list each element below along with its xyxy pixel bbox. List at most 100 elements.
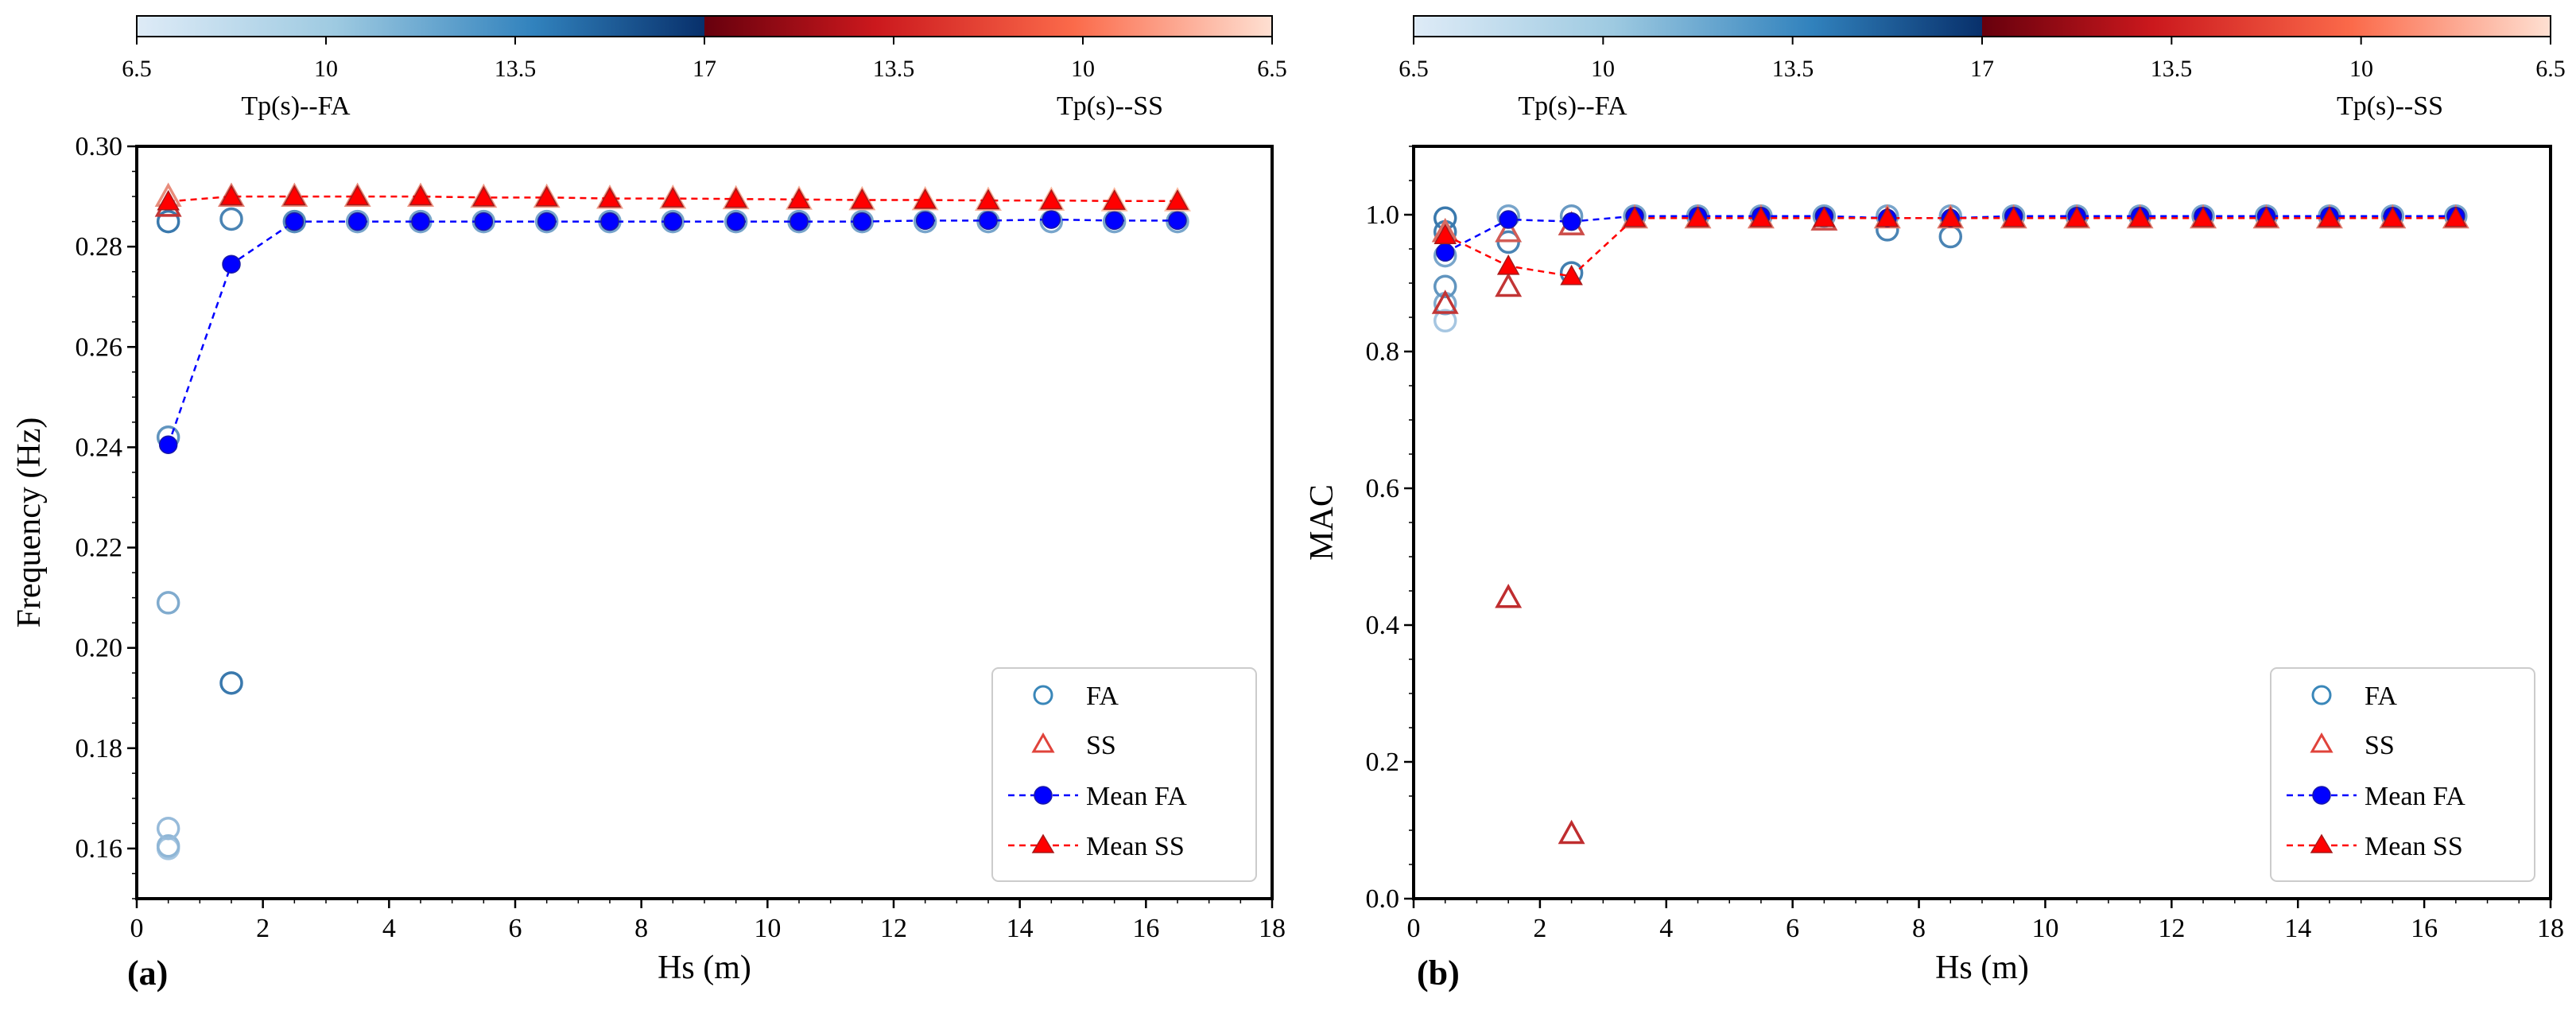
x-tick-label: 18 <box>2537 914 2564 943</box>
y-tick-label: 0.24 <box>76 433 123 462</box>
colorbar-b-tick-label: 10 <box>2349 56 2373 82</box>
colorbar-b-blue <box>1414 16 1982 37</box>
fa-point <box>345 209 370 234</box>
fa-point <box>1433 309 1457 333</box>
x-tick-label: 10 <box>2031 914 2058 943</box>
fa-point <box>282 209 307 234</box>
mean-ss-point <box>914 188 937 209</box>
fa-point <box>219 671 243 695</box>
fa-point <box>156 591 180 615</box>
y-tick-label: 0.4 <box>1366 611 1400 640</box>
colorbar-b-ticks <box>1413 37 2551 45</box>
x-tick-label: 0 <box>130 914 144 943</box>
legend-mean-ss-label: Mean SS <box>2365 832 2463 861</box>
y-tick-label: 0.28 <box>76 232 123 262</box>
mean-ss-point <box>1939 206 1962 227</box>
mean-ss-point <box>1166 189 1189 210</box>
x-tick-label: 12 <box>880 914 907 943</box>
x-tick-label: 12 <box>2158 914 2185 943</box>
panel-b-plot <box>1431 204 2469 845</box>
x-tick-label: 4 <box>1659 914 1673 943</box>
y-tick-label: 0.26 <box>76 332 123 362</box>
mean-ss-point <box>787 188 811 209</box>
colorbar-a-red <box>704 16 1272 37</box>
y-tick-label: 0.30 <box>76 132 123 161</box>
colorbar-b-red <box>1982 16 2551 37</box>
mean-ss-point <box>535 185 558 207</box>
mean-fa-point <box>1168 211 1187 231</box>
mean-ss-point <box>976 188 1000 210</box>
panel-a-axis-ticks: 0 2 4 6 8 10 12 14 16 18 0.16 0.18 0.20 0.22 0.24 0.26 0… <box>76 132 1286 943</box>
mean-fa-point <box>852 212 872 231</box>
legend-mean-fa-marker <box>1034 786 1053 805</box>
legend-ss-icon <box>2310 732 2334 753</box>
legend-box <box>991 667 1257 882</box>
mean-fa-point <box>285 212 305 231</box>
legend-mean-fa-label: Mean FA <box>2365 782 2465 811</box>
mean-fa-point <box>474 212 494 231</box>
x-tick-label: 14 <box>1007 914 1034 943</box>
x-tick-label: 6 <box>509 914 522 943</box>
x-tick-label: 10 <box>754 914 781 943</box>
y-tick-label: 0.18 <box>76 734 123 763</box>
panel-a-xlabel: Hs (m) <box>658 950 751 986</box>
panel-b-legend: FA SS Mean FA Mean SS <box>2270 667 2535 882</box>
legend-ss-label: SS <box>2365 731 2395 760</box>
mean-fa-point <box>1435 243 1455 262</box>
mean-ss-point <box>2444 206 2468 227</box>
mean-fa-point <box>979 211 998 231</box>
colorbar-b-tick-label: 10 <box>1591 56 1615 82</box>
mean-fa-point <box>158 435 178 454</box>
legend-mean-fa-marker <box>2312 786 2331 805</box>
colorbar-a-tick-label: 13.5 <box>495 56 537 82</box>
mean-ss-point <box>1103 189 1126 210</box>
panel-b-ylabel: MAC <box>1304 484 1340 561</box>
mean-ss-point <box>661 187 685 208</box>
mean-ss-point <box>2318 206 2341 227</box>
legend-fa-label: FA <box>1086 682 1119 711</box>
x-tick-label: 8 <box>634 914 648 943</box>
y-tick-label: 1.0 <box>1366 200 1400 230</box>
mean-ss-point <box>472 185 495 207</box>
mean-fa-point <box>1042 210 1061 229</box>
colorbar-b-tick-label: 13.5 <box>2151 56 2193 82</box>
panel-b: 0 2 4 6 8 10 12 14 16 18 0.0 0.2 0.4 0.6 0.8 1.0 Hs (m)… <box>1304 145 2564 993</box>
y-tick-label: 0.20 <box>76 634 123 663</box>
y-tick-label: 0.16 <box>76 834 123 864</box>
fa-point <box>724 209 748 234</box>
y-tick-label: 0.22 <box>76 534 123 563</box>
y-tick-label: 0.6 <box>1366 474 1400 503</box>
colorbar-a-ticks <box>136 37 1273 45</box>
legend-mean-ss-marker <box>2310 833 2334 853</box>
fa-point <box>219 207 243 231</box>
colorbar-b-fa-label: Tp(s)--FA <box>1518 91 1627 121</box>
panel-a: 0 2 4 6 8 10 12 14 16 18 0.16 0.18 0.20 0.22 0.24 0.26 0… <box>11 132 1286 993</box>
mean-ss-point <box>1623 206 1647 227</box>
mean-ss-point <box>724 187 747 208</box>
mean-ss-point <box>598 187 622 208</box>
mean-fa-point <box>1499 210 1518 229</box>
panel-b-label: (b) <box>1417 954 1460 993</box>
mean-ss-point <box>2255 206 2278 227</box>
legend-fa-icon <box>2311 685 2332 705</box>
mean-ss-point <box>2381 206 2404 227</box>
mean-fa-line <box>167 218 1177 445</box>
fa-point <box>156 834 180 858</box>
colorbar-b-tick-label: 13.5 <box>1772 56 1814 82</box>
mean-ss-point <box>283 185 306 206</box>
mean-fa-point <box>411 212 430 231</box>
mean-ss-point <box>409 185 433 206</box>
panel-a-legend: FA SS Mean FA Mean SS <box>991 667 1257 882</box>
mean-fa-point <box>222 254 241 274</box>
x-tick-label: 4 <box>382 914 396 943</box>
mean-ss-point <box>1813 206 1836 227</box>
legend-fa-icon <box>1033 685 1053 705</box>
colorbar-a-blue <box>137 16 704 37</box>
x-tick-label: 8 <box>1912 914 1926 943</box>
ss-point <box>1495 217 1523 243</box>
colorbar-a-ss-label: Tp(s)--SS <box>1057 91 1163 121</box>
x-tick-label: 14 <box>2284 914 2311 943</box>
legend-fa-label: FA <box>2365 682 2397 711</box>
mean-ss-point <box>1876 206 1899 227</box>
